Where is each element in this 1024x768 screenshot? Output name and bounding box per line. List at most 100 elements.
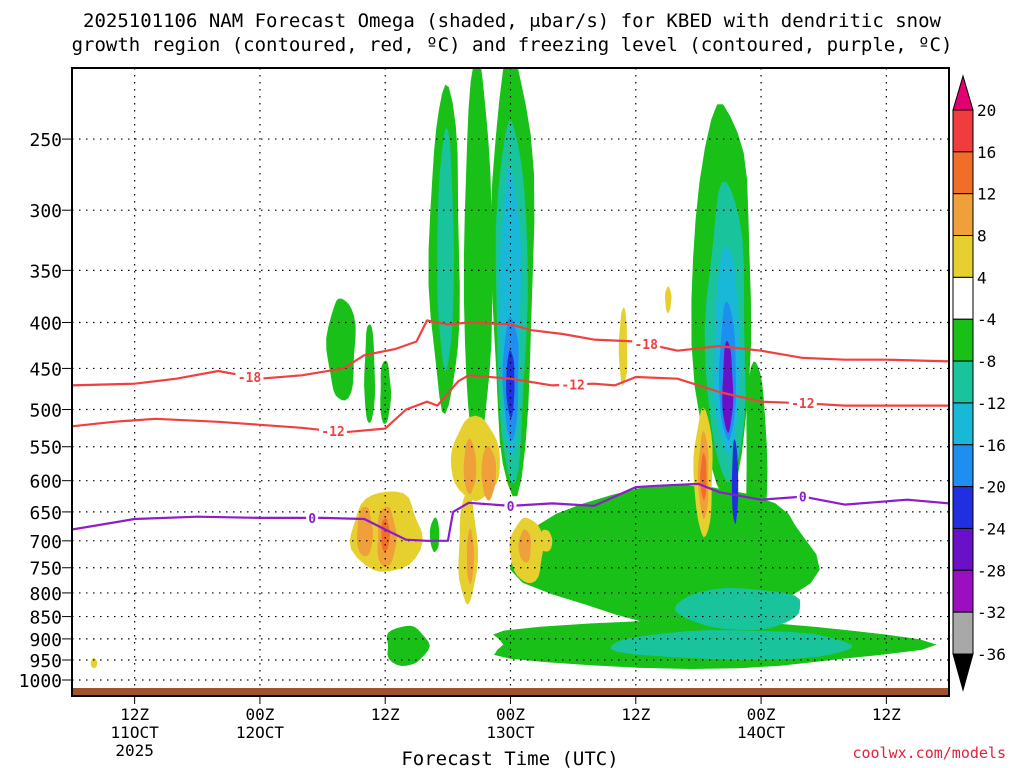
contour-label-1-2: -12 (791, 397, 814, 412)
colorbar-label: -24 (977, 519, 1006, 538)
omega-region-33 (466, 528, 475, 585)
x-tick-label: 00Z (747, 705, 776, 724)
ground-strip (72, 688, 949, 696)
contour-label-1-0: -12 (321, 425, 344, 440)
colorbar-swatch-3 (952, 235, 974, 278)
contour-line-1 (72, 374, 949, 434)
omega-region-36 (538, 529, 553, 552)
omega-region-41 (664, 286, 672, 314)
y-tick-label: 550 (29, 438, 62, 459)
colorbar-label: 16 (977, 143, 996, 162)
y-tick-label: 450 (29, 359, 62, 380)
colorbar-swatch-8 (952, 444, 974, 488)
x-tick-label: 2025 (115, 741, 154, 760)
omega-region-24 (429, 517, 440, 553)
omega-region-12 (542, 518, 572, 573)
x-axis-label: Forecast Time (UTC) (401, 748, 618, 768)
colorbar-label: -28 (977, 561, 1006, 580)
chart-title-line-1: 2025101106 NAM Forecast Omega (shaded, μ… (83, 10, 941, 32)
omega-region-0 (326, 298, 356, 401)
omega-region-23 (674, 588, 801, 631)
y-tick-label: 600 (29, 472, 62, 493)
x-tick-label: 12Z (120, 705, 149, 724)
y-tick-label: 900 (29, 630, 62, 651)
colorbar-swatch-7 (952, 402, 974, 446)
omega-region-19 (746, 361, 768, 577)
contour-label-0-0: -18 (238, 371, 262, 386)
omega-region-6 (437, 127, 454, 372)
x-tick-label: 12Z (621, 705, 650, 724)
contour-label-bg (306, 510, 319, 525)
colorbar-label: -36 (977, 645, 1006, 664)
contour-label-bg (796, 489, 809, 504)
chart-title-line-2: growth region (contoured, red, ºC) and f… (71, 34, 953, 56)
y-tick-label: 650 (29, 503, 62, 524)
colorbar-label: -32 (977, 603, 1006, 622)
colorbar-label: -4 (977, 310, 996, 329)
colorbar-swatch-2 (952, 193, 974, 237)
x-tick-label: 00Z (245, 705, 274, 724)
x-tick-label: 11OCT (111, 723, 160, 742)
omega-region-35 (518, 529, 531, 563)
contour-label-bg (559, 377, 588, 392)
y-tick-label: 400 (29, 313, 62, 334)
source-credit[interactable]: coolwx.com/models (852, 744, 1006, 762)
x-tick-label: 12Z (872, 705, 901, 724)
omega-region-28 (381, 518, 390, 552)
colorbar-label: -16 (977, 436, 1006, 455)
y-tick-label: 350 (29, 261, 62, 282)
colorbar-label: 4 (977, 268, 987, 287)
colorbar-bottom-arrow (952, 653, 974, 692)
colorbar-swatch-12 (952, 611, 974, 655)
contour-label-bg (319, 424, 348, 439)
colorbar-swatch-9 (952, 486, 974, 529)
omega-region-4 (463, 68, 493, 462)
colorbar-swatch-0 (952, 109, 974, 153)
omega-region-18 (731, 439, 739, 524)
contour-label-bg (632, 336, 661, 351)
colorbar-swatch-10 (952, 527, 974, 571)
y-tick-label: 950 (29, 651, 62, 672)
x-tick-label: 14OCT (737, 723, 786, 742)
colorbar-label: 12 (977, 185, 996, 204)
contour-label-bg (235, 369, 264, 384)
y-tick-label: 850 (29, 608, 62, 629)
x-tick-label: 13OCT (486, 723, 535, 742)
colorbar-swatch-11 (952, 569, 974, 613)
colorbar-swatch-5 (952, 318, 974, 362)
omega-region-32 (481, 445, 497, 501)
y-tick-label: 250 (29, 130, 62, 151)
colorbar-swatch-4 (952, 276, 974, 320)
x-tick-label: 12OCT (236, 723, 285, 742)
colorbar-top-arrow (952, 74, 974, 111)
contour-label-2-0: 0 (308, 512, 316, 527)
colorbar-label: 8 (977, 227, 987, 246)
omega-region-37 (618, 307, 628, 386)
colorbar-swatch-6 (952, 360, 974, 404)
omega-region-20 (386, 625, 430, 666)
colorbar-swatch-1 (952, 151, 974, 195)
temperature-contours: -18 -18 -12 -12 -12 0 0 0 (72, 319, 949, 542)
contour-label-bg (504, 498, 517, 513)
y-tick-label: 700 (29, 532, 62, 553)
contour-label-2-1: 0 (507, 500, 515, 515)
y-tick-label: 750 (29, 559, 62, 580)
colorbar-label: -20 (977, 478, 1006, 497)
omega-region-42 (90, 657, 98, 669)
omega-region-40 (700, 453, 707, 501)
contour-label-0-1: -18 (634, 338, 658, 353)
colorbar-label: 20 (977, 101, 996, 120)
omega-region-1 (364, 324, 375, 423)
x-tick-label: 12Z (371, 705, 400, 724)
y-tick-label: 300 (29, 201, 62, 222)
ground-terrain (72, 688, 949, 696)
omega-region-22 (610, 630, 853, 660)
y-tick-label: 500 (29, 401, 62, 422)
contour-label-bg (788, 396, 817, 411)
y-axis: 2503003504004505005506006507007508008509… (19, 130, 72, 692)
contour-label-1-1: -12 (561, 379, 584, 394)
y-tick-label: 1000 (19, 671, 62, 692)
colorbar-label: -8 (977, 352, 996, 371)
